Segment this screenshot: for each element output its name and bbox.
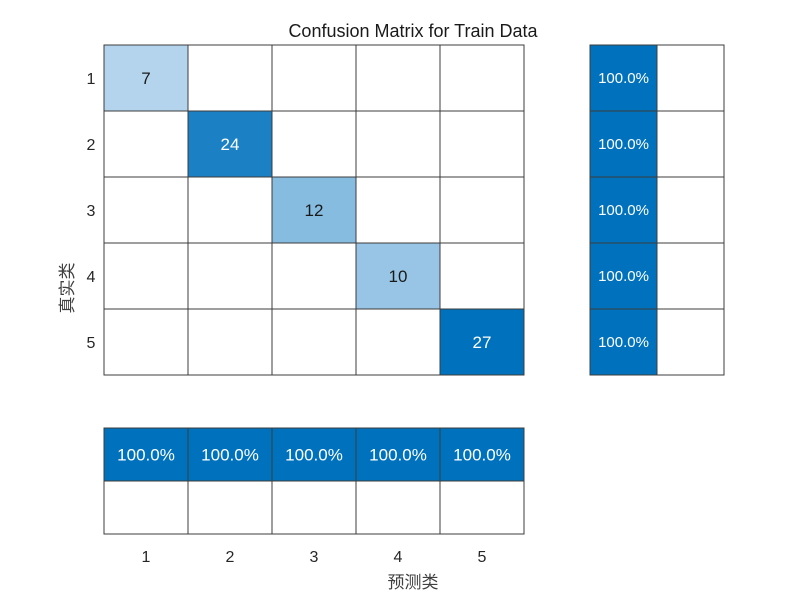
row-summary-correct-value-1: 100.0% bbox=[598, 70, 649, 87]
column-summary-correct-value-3: 100.0% bbox=[285, 446, 343, 465]
row-summary-incorrect-cell-1 bbox=[656, 44, 725, 112]
matrix-cell-2-2 bbox=[187, 110, 273, 178]
matrix-cell-4-4 bbox=[355, 242, 441, 310]
y-tick-label-2: 2 bbox=[87, 137, 96, 154]
row-summary-incorrect-cell-3 bbox=[656, 176, 725, 244]
row-summary-incorrect-cell-5 bbox=[656, 308, 725, 376]
y-tick-label-1: 1 bbox=[87, 71, 96, 88]
x-tick-label-1: 1 bbox=[142, 549, 151, 566]
matrix-cell-3-2 bbox=[187, 176, 273, 244]
matrix-cell-2-5 bbox=[439, 110, 525, 178]
matrix-value-5-5: 27 bbox=[473, 333, 492, 352]
row-summary-correct-value-5: 100.0% bbox=[598, 334, 649, 351]
column-summary-incorrect-cell-4 bbox=[355, 480, 441, 535]
row-summary: 100.0% 100.0% 100.0% 100.0% 100.0% bbox=[589, 44, 725, 376]
x-tick-label-3: 3 bbox=[310, 549, 319, 566]
row-summary-correct-value-4: 100.0% bbox=[598, 268, 649, 285]
column-summary-incorrect-cell-2 bbox=[187, 480, 273, 535]
matrix-cell-3-5 bbox=[439, 176, 525, 244]
y-tick-label-3: 3 bbox=[87, 203, 96, 220]
row-summary-correct-value-2: 100.0% bbox=[598, 136, 649, 153]
matrix-value-3-3: 12 bbox=[305, 201, 324, 220]
matrix-cell-2-3 bbox=[271, 110, 357, 178]
column-summary-correct-value-2: 100.0% bbox=[201, 446, 259, 465]
matrix-cell-1-5 bbox=[439, 44, 525, 112]
column-summary-incorrect-cell-5 bbox=[439, 480, 525, 535]
matrix-cell-4-3 bbox=[271, 242, 357, 310]
column-summary-correct-value-1: 100.0% bbox=[117, 446, 175, 465]
y-tick-label-5: 5 bbox=[87, 335, 96, 352]
column-summary-incorrect-cell-3 bbox=[271, 480, 357, 535]
column-summary-incorrect-cell-1 bbox=[103, 480, 189, 535]
matrix-cell-5-5 bbox=[439, 308, 525, 376]
matrix-cell-5-3 bbox=[271, 308, 357, 376]
column-summary-correct-value-4: 100.0% bbox=[369, 446, 427, 465]
row-summary-correct-cell-5 bbox=[589, 308, 658, 376]
matrix-cell-3-3 bbox=[271, 176, 357, 244]
matrix-cell-4-2 bbox=[187, 242, 273, 310]
matrix-cell-1-2 bbox=[187, 44, 273, 112]
column-summary: 100.0% 100.0% 100.0% 100.0% 100.0% bbox=[103, 427, 525, 535]
matrix-value-1-1: 7 bbox=[141, 69, 150, 88]
x-axis-label: 预测类 bbox=[388, 573, 439, 593]
matrix-cell-5-4 bbox=[355, 308, 441, 376]
matrix-cell-5-2 bbox=[187, 308, 273, 376]
matrix-cell-1-3 bbox=[271, 44, 357, 112]
row-summary-incorrect-cell-2 bbox=[656, 110, 725, 178]
row-summary-correct-cell-1 bbox=[589, 44, 658, 112]
matrix-cell-3-1 bbox=[103, 176, 189, 244]
y-axis-label: 真实类 bbox=[58, 263, 78, 314]
row-summary-incorrect-cell-4 bbox=[656, 242, 725, 310]
column-summary-correct-value-5: 100.0% bbox=[453, 446, 511, 465]
x-tick-label-4: 4 bbox=[394, 549, 403, 566]
matrix-cell-1-4 bbox=[355, 44, 441, 112]
matrix-value-2-2: 24 bbox=[221, 135, 240, 154]
row-summary-correct-cell-3 bbox=[589, 176, 658, 244]
matrix-cell-2-4 bbox=[355, 110, 441, 178]
column-summary-correct-cell-5 bbox=[439, 427, 525, 482]
matrix-cell-2-1 bbox=[103, 110, 189, 178]
matrix-cell-1-1 bbox=[103, 44, 189, 112]
column-summary-correct-cell-4 bbox=[355, 427, 441, 482]
matrix-cell-4-5 bbox=[439, 242, 525, 310]
chart-title: Confusion Matrix for Train Data bbox=[288, 21, 538, 41]
matrix-value-4-4: 10 bbox=[389, 267, 408, 286]
matrix-cell-4-1 bbox=[103, 242, 189, 310]
x-tick-label-2: 2 bbox=[226, 549, 235, 566]
matrix-grid: 7 24 12 10 27 bbox=[103, 44, 525, 376]
x-tick-label-5: 5 bbox=[478, 549, 487, 566]
matrix-cell-3-4 bbox=[355, 176, 441, 244]
matrix-cell-5-1 bbox=[103, 308, 189, 376]
column-summary-correct-cell-2 bbox=[187, 427, 273, 482]
row-summary-correct-value-3: 100.0% bbox=[598, 202, 649, 219]
y-tick-label-4: 4 bbox=[87, 269, 96, 286]
